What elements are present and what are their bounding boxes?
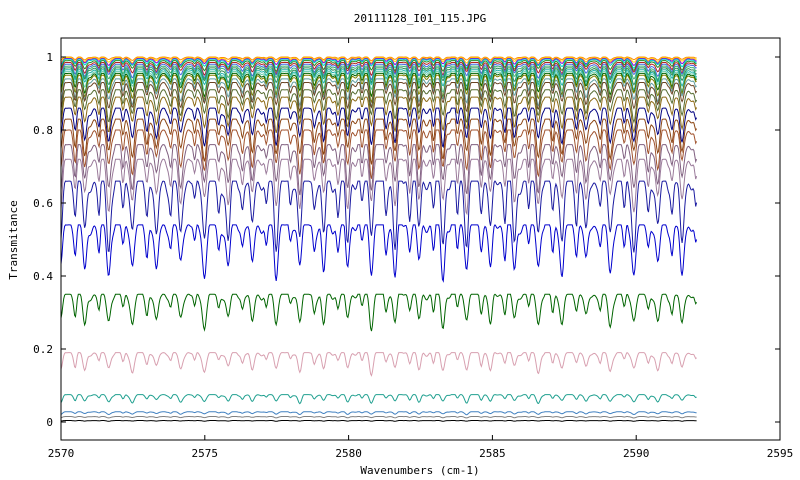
y-tick-label: 0.4 [33, 270, 53, 283]
series-line-7 [60, 63, 697, 81]
series-line-24 [60, 224, 698, 283]
series-line-29 [60, 415, 697, 419]
series-line-16 [60, 89, 698, 124]
axis-layer: 2570 2575 2580 2585 2590 2595 0 0.2 0.4 0.6 0.8 1 [33, 38, 793, 460]
y-tick-label: 0 [46, 416, 53, 429]
series-line-3 [60, 57, 697, 67]
series-line-13 [60, 74, 697, 104]
x-tick-label: 2575 [192, 447, 219, 460]
series-line-6 [60, 61, 697, 77]
x-tick-label: 2595 [767, 447, 794, 460]
y-tick-label: 0.8 [33, 124, 53, 137]
series-line-15 [60, 81, 698, 113]
y-tick-label: 1 [46, 51, 53, 64]
x-tick-label: 2585 [479, 447, 506, 460]
series-line-9 [60, 67, 697, 88]
series-line-25 [60, 293, 698, 332]
y-axis-label: Transmitance [7, 200, 20, 279]
series-line-28 [60, 411, 697, 416]
series-line-5 [60, 60, 697, 73]
series-line-2 [60, 57, 697, 64]
series-line-12 [60, 72, 697, 98]
x-axis-label: Wavenumbers (cm-1) [360, 464, 479, 477]
series-line-21 [60, 143, 698, 196]
series-layer [60, 56, 698, 422]
series-line-26 [60, 351, 697, 377]
series-line-14 [60, 78, 697, 108]
y-tick-label: 0.2 [33, 343, 53, 356]
x-tick-label: 2570 [48, 447, 75, 460]
series-line-17 [60, 96, 698, 134]
series-line-10 [60, 69, 697, 91]
series-line-30 [60, 419, 697, 422]
series-line-11 [60, 71, 697, 95]
series-line-8 [60, 65, 697, 84]
series-line-4 [60, 58, 697, 69]
series-line-19 [60, 118, 698, 165]
x-tick-label: 2580 [335, 447, 362, 460]
series-line-23 [60, 180, 698, 253]
series-line-18 [60, 107, 698, 149]
plot-frame [60, 37, 781, 441]
series-line-20 [60, 129, 698, 179]
series-line-22 [60, 158, 698, 216]
series-line-1 [60, 56, 697, 62]
series-line-27 [60, 394, 697, 405]
y-tick-label: 0.6 [33, 197, 53, 210]
x-tick-label: 2590 [623, 447, 650, 460]
chart-title: 20111128_I01_115.JPG [354, 12, 486, 25]
